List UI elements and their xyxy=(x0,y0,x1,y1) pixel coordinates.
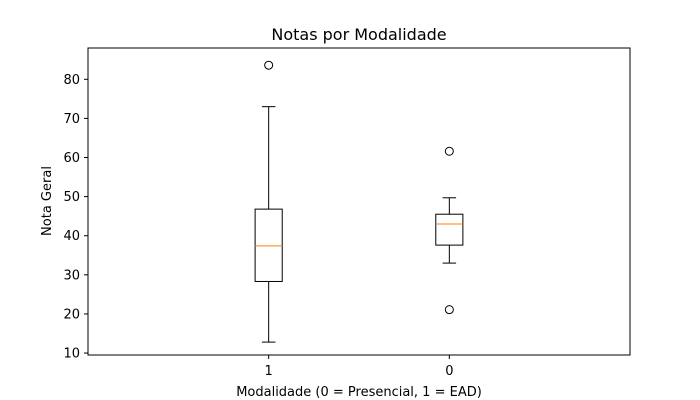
y-tick-label: 50 xyxy=(63,190,80,205)
y-tick-label: 20 xyxy=(63,307,80,322)
outlier-point xyxy=(444,305,454,315)
box-1 xyxy=(254,60,283,343)
y-tick-label: 70 xyxy=(63,112,80,127)
plot-frame xyxy=(87,47,631,356)
y-tick-label: 10 xyxy=(63,347,80,362)
y-axis-label: Nota Geral xyxy=(40,166,55,236)
outlier-point xyxy=(264,60,274,70)
box-0 xyxy=(435,146,464,315)
x-tick-label: 0 xyxy=(445,364,453,379)
x-axis-label: Modalidade (0 = Presencial, 1 = EAD) xyxy=(236,385,482,400)
chart-title: Notas por Modalidade xyxy=(271,25,446,44)
outlier-point xyxy=(444,146,454,156)
x-tick-label: 1 xyxy=(265,364,273,379)
iqr-box xyxy=(435,213,464,246)
y-tick-label: 60 xyxy=(63,151,80,166)
plot-area xyxy=(254,60,464,343)
y-tick-label: 40 xyxy=(63,229,80,244)
y-tick-label: 80 xyxy=(63,73,80,88)
y-tick-label: 30 xyxy=(63,268,80,283)
y-axis: 10 20 30 40 50 60 70 80 xyxy=(63,73,88,362)
iqr-box xyxy=(254,208,283,282)
